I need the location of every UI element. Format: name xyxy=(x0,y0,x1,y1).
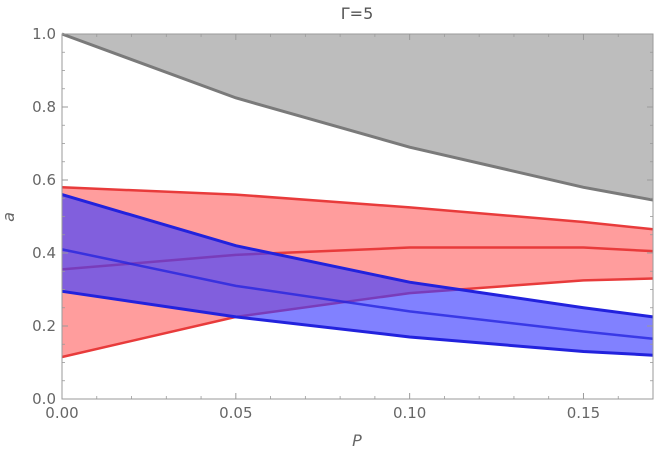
y-tick-label: 0.8 xyxy=(32,98,56,116)
blue-lower-line xyxy=(61,289,654,357)
blue-upper-line xyxy=(61,193,654,319)
y-tick-label: 0.0 xyxy=(32,390,56,408)
y-axis-label: a xyxy=(0,212,18,222)
x-tick-label: 0.05 xyxy=(219,404,252,422)
x-axis-label: P xyxy=(352,431,362,450)
y-tick-label: 1.0 xyxy=(32,25,56,43)
gray-region-fill xyxy=(62,34,653,201)
gray-region-boundary xyxy=(61,32,654,202)
x-tick-label: 0.10 xyxy=(393,404,426,422)
chart-title: Γ=5 xyxy=(341,4,374,23)
y-tick-label: 0.2 xyxy=(32,317,56,335)
blue-region-fill xyxy=(62,194,653,356)
y-tick-label: 0.6 xyxy=(32,171,56,189)
red-upper-line xyxy=(61,186,654,231)
y-tick-label: 0.4 xyxy=(32,244,56,262)
chart-regions xyxy=(61,32,654,359)
x-tick-label: 0.00 xyxy=(45,404,78,422)
x-tick-label: 0.15 xyxy=(567,404,600,422)
chart-axes: 0.00 0.05 0.10 0.15 0.0 0.2 0.4 0.6 0.8 1.0 xyxy=(32,25,654,422)
blue-middle-line xyxy=(61,248,654,341)
